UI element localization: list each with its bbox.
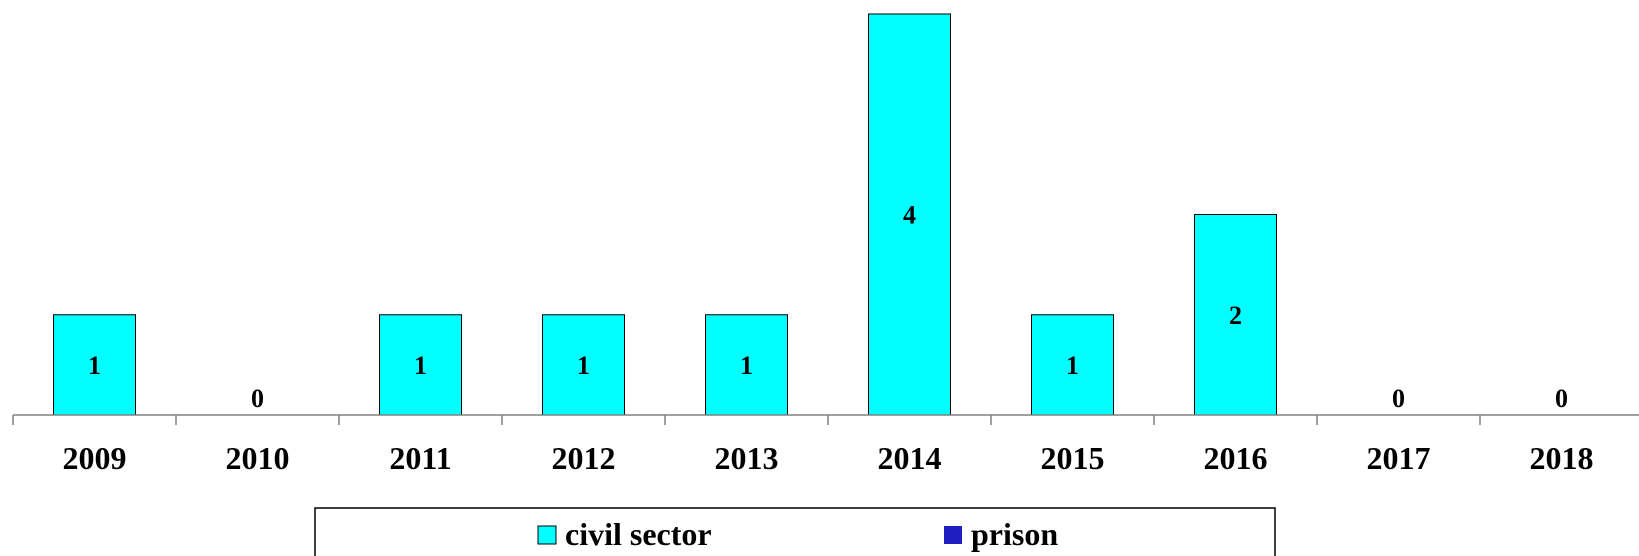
legend-label-civil-sector: civil sector <box>565 516 712 552</box>
data-label-2015: 1 <box>1066 351 1079 380</box>
x-tick-label-2018: 2018 <box>1530 440 1594 476</box>
legend-label-prison: prison <box>971 516 1058 552</box>
bar-2011 <box>379 314 462 416</box>
x-tick-label-2012: 2012 <box>552 440 616 476</box>
x-tick-label-2009: 2009 <box>63 440 127 476</box>
bars-group <box>53 13 1277 416</box>
data-label-2011: 1 <box>414 351 427 380</box>
legend: civil sector prison <box>314 507 1276 556</box>
bar-2015 <box>1031 314 1114 416</box>
x-tick-label-2011: 2011 <box>389 440 451 476</box>
legend-swatch-civil-sector <box>537 525 557 545</box>
x-tick-label-2016: 2016 <box>1204 440 1268 476</box>
x-tick-label-2010: 2010 <box>226 440 290 476</box>
x-tick-label-2015: 2015 <box>1041 440 1105 476</box>
bar-2013 <box>705 314 788 416</box>
legend-swatch-prison <box>944 526 962 544</box>
legend-box <box>314 507 1276 556</box>
data-label-2017: 0 <box>1392 384 1405 413</box>
data-labels-group: 1 0 1 1 1 4 1 2 0 0 <box>88 201 1568 414</box>
x-axis-tick-labels: 2009 2010 2011 2012 2013 2014 2015 2016 2017 2018 <box>63 440 1594 476</box>
data-label-2012: 1 <box>577 351 590 380</box>
data-label-2013: 1 <box>740 351 753 380</box>
data-label-2010: 0 <box>251 384 264 413</box>
x-tick-label-2017: 2017 <box>1367 440 1431 476</box>
data-label-2016: 2 <box>1229 301 1242 330</box>
x-axis-ticks <box>12 415 1481 425</box>
x-tick-label-2013: 2013 <box>715 440 779 476</box>
bar-2014 <box>868 13 951 416</box>
bar-2009 <box>53 314 136 416</box>
data-label-2014: 4 <box>903 201 916 230</box>
data-label-2018: 0 <box>1555 384 1568 413</box>
x-tick-label-2014: 2014 <box>878 440 942 476</box>
bar-2012 <box>542 314 625 416</box>
data-label-2009: 1 <box>88 351 101 380</box>
